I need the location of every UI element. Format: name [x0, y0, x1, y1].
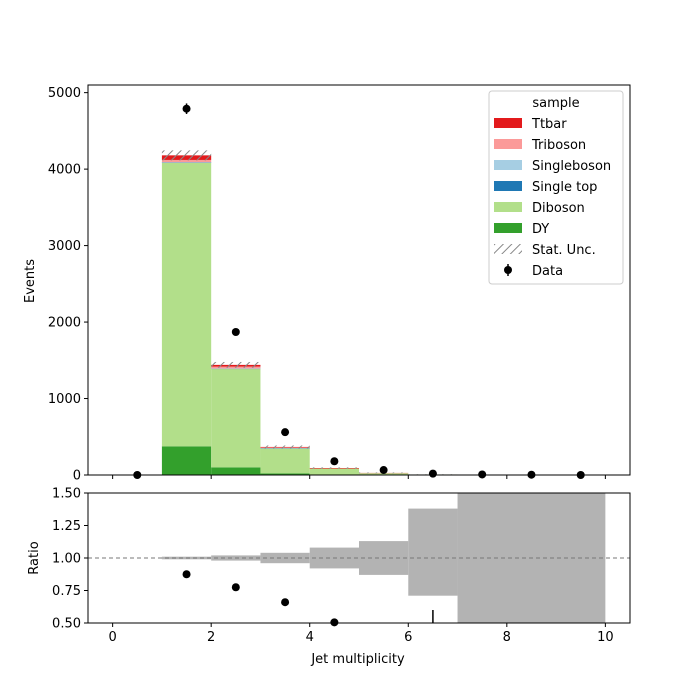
ratio-point-3 [330, 618, 339, 627]
data-point-1 [182, 104, 191, 113]
y-tick-label: 1000 [48, 392, 81, 407]
legend-swatch-triboson [494, 139, 522, 149]
bar-singleboson-bin-2 [211, 368, 261, 369]
ratio-point-1 [231, 583, 240, 592]
legend-box [488, 90, 624, 285]
y-tick-label: 2000 [48, 316, 81, 331]
bar-diboson-bin-1 [161, 162, 212, 447]
stat-unc-bin-1 [161, 150, 212, 161]
stat-unc-bin-4 [309, 467, 359, 469]
legend-swatch-dy [494, 223, 522, 233]
ratio-unc-band-5 [408, 508, 458, 596]
x-tick-label: 6 [404, 630, 412, 645]
legend-label-stat-unc: Stat. Unc. [532, 243, 596, 258]
x-tick-label: 4 [306, 630, 314, 645]
legend-label-singleboson: Singleboson [532, 159, 611, 174]
legend-swatch-stat-unc [494, 244, 522, 254]
stat-unc-bin-3 [260, 445, 310, 449]
data-point-4 [330, 457, 339, 466]
ratio-y-tick-label: 1.50 [52, 487, 81, 502]
main-panel: 0 1000 2000 3000 4000 5000 [48, 84, 631, 484]
ratio-point-0 [182, 570, 191, 579]
bar-diboson-bin-4 [309, 468, 359, 475]
ratio-y-tick-label: 1.00 [52, 552, 81, 567]
y-tick-label: 0 [73, 469, 81, 484]
data-point-5 [379, 466, 388, 475]
bar-singleboson-bin-1 [161, 162, 212, 163]
ratio-y-tick-label: 1.25 [52, 519, 81, 534]
stat-unc-bin-2 [211, 361, 261, 368]
x-tick-label: 2 [207, 630, 215, 645]
x-axis-label: Jet multiplicity [310, 652, 405, 667]
legend-label-ttbar: Ttbar [531, 117, 567, 132]
legend-swatch-diboson [494, 202, 522, 212]
y-tick-label: 4000 [48, 163, 81, 178]
x-tick-label: 8 [503, 630, 511, 645]
legend-marker-data [504, 266, 512, 274]
legend-label-triboson: Triboson [531, 138, 586, 153]
ratio-y-axis-label: Ratio [27, 541, 42, 574]
legend-label-data: Data [532, 264, 563, 279]
y-axis-label: Events [23, 259, 38, 303]
ratio-y-tick-label: 0.50 [52, 617, 81, 632]
data-point-2 [231, 328, 240, 336]
data-point-7 [478, 470, 487, 479]
legend: sample Ttbar Triboson Singleboson Single top… [488, 90, 624, 285]
x-tick-label: 10 [597, 630, 614, 645]
data-point-3 [281, 428, 290, 437]
ratio-point-2 [281, 598, 290, 607]
bar-diboson-bin-2 [211, 368, 261, 468]
bar-triboson-bin-1 [161, 159, 212, 163]
y-tick-label: 5000 [48, 86, 81, 101]
x-tick-label: 0 [108, 630, 116, 645]
bar-dy-bin-1 [161, 446, 212, 475]
main-plot-frame [87, 84, 631, 476]
y-tick-label: 3000 [48, 239, 81, 254]
ratio-y-tick-label: 0.75 [52, 584, 81, 599]
bar-dy-bin-2 [211, 467, 261, 475]
legend-swatch-singleboson [494, 160, 522, 170]
legend-label-dy: DY [532, 222, 549, 237]
legend-swatch-single-top [494, 181, 522, 191]
data-point-6 [428, 469, 437, 478]
bar-dy-bin-3 [260, 473, 310, 475]
legend-title: sample [532, 96, 579, 111]
legend-swatch-ttbar [494, 118, 522, 128]
legend-label-single-top: Single top [532, 180, 597, 195]
ratio-panel: 0.50 0.75 1.00 1.25 1.50 0 2 4 6 8 10 [52, 487, 631, 645]
bar-diboson-bin-3 [260, 448, 310, 474]
legend-label-diboson: Diboson [532, 201, 585, 216]
